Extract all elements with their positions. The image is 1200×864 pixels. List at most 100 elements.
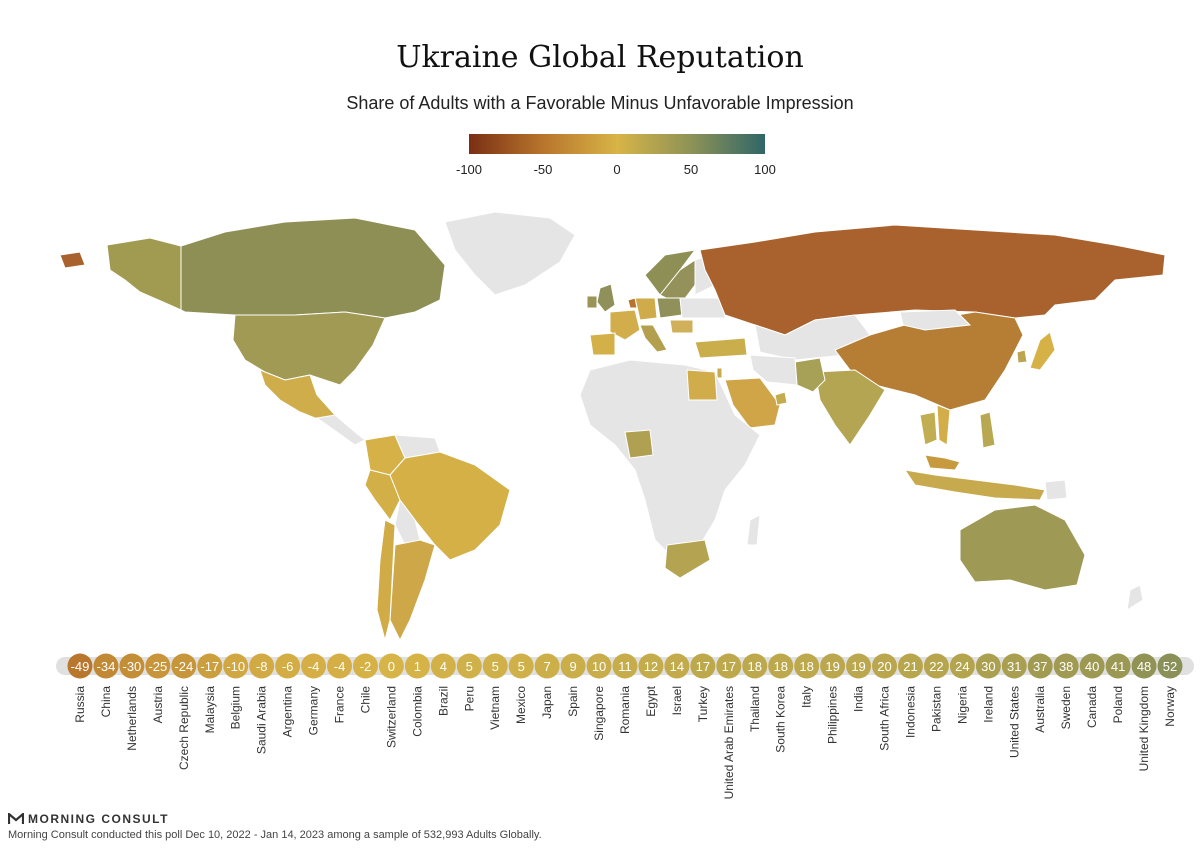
score-value-label: -25 — [148, 659, 167, 674]
country-papua — [1044, 479, 1068, 501]
score-bubble — [742, 653, 768, 679]
country-label: Singapore — [592, 686, 606, 741]
country-label: Israel — [670, 686, 684, 715]
country-label: Canada — [1085, 686, 1099, 728]
score-value-label: 5 — [466, 659, 473, 674]
country-label: Ireland — [981, 686, 995, 723]
score-value-label: 40 — [1085, 659, 1099, 674]
score-bubble — [1105, 653, 1131, 679]
score-bubble — [612, 653, 638, 679]
score-value-label: -30 — [123, 659, 142, 674]
score-value-label: 10 — [592, 659, 606, 674]
score-bubble — [508, 653, 534, 679]
country-label: Turkey — [696, 686, 710, 722]
country-south-africa — [664, 539, 711, 579]
country-label: Belgium — [229, 686, 243, 729]
country-label: Mexico — [514, 686, 528, 724]
legend-tick-label: 50 — [684, 162, 698, 177]
country-canada — [180, 217, 446, 319]
score-value-label: -10 — [226, 659, 245, 674]
morning-consult-logo-icon — [8, 813, 24, 824]
country-japan — [1029, 331, 1056, 371]
world-map — [59, 211, 1166, 642]
score-value-label: -24 — [174, 659, 193, 674]
score-bubble — [846, 653, 872, 679]
score-value-label: 11 — [618, 659, 632, 674]
country-mongolia — [899, 309, 972, 331]
score-value-label: 21 — [903, 659, 917, 674]
country-australia — [959, 504, 1086, 591]
country-label: Brazil — [436, 686, 450, 716]
score-value-label: -4 — [308, 659, 320, 674]
score-bubble — [378, 653, 404, 679]
country-egypt — [686, 369, 718, 401]
score-value-label: 24 — [955, 659, 969, 674]
score-value-label: -34 — [97, 659, 116, 674]
score-value-label: 37 — [1033, 659, 1047, 674]
country-label: Norway — [1163, 686, 1177, 727]
score-value-label: 52 — [1163, 659, 1177, 674]
country-spain — [589, 332, 616, 356]
legend-tick-label: 0 — [613, 162, 620, 177]
country-label: Sweden — [1059, 686, 1073, 729]
country-label: Italy — [800, 686, 814, 708]
score-bubble — [1001, 653, 1027, 679]
score-value-label: 19 — [825, 659, 839, 674]
score-value-label: 18 — [748, 659, 762, 674]
country-label: Spain — [566, 686, 580, 717]
score-bubble — [223, 653, 249, 679]
country-france — [609, 309, 641, 341]
score-bubble — [897, 653, 923, 679]
country-vietnam — [936, 404, 951, 446]
score-value-label: -6 — [282, 659, 294, 674]
country-india — [814, 369, 886, 446]
country-greenland — [444, 211, 576, 296]
color-legend: -100 -50 0 50 100 — [456, 134, 776, 177]
country-central-america — [315, 414, 366, 446]
country-africa-no-data — [579, 359, 761, 561]
country-iran — [749, 354, 798, 386]
score-value-label: 4 — [440, 659, 447, 674]
country-label: Vietnam — [488, 686, 502, 730]
country-label: Czech Republic — [177, 686, 191, 770]
country-label: Chile — [358, 686, 372, 714]
country-label: Romania — [618, 686, 632, 734]
legend-tick-label: 100 — [754, 162, 776, 177]
score-bubble — [145, 653, 171, 679]
score-bubble — [275, 653, 301, 679]
legend-gradient-bar — [469, 134, 765, 154]
score-value-label: 18 — [773, 659, 787, 674]
country-russia-west-tip — [59, 251, 86, 269]
score-bubble — [1027, 653, 1053, 679]
country-ukraine — [679, 297, 726, 319]
country-romania — [669, 319, 694, 334]
country-label: Germany — [307, 686, 321, 735]
score-bubble — [119, 653, 145, 679]
score-bubble — [560, 653, 586, 679]
country-label: South Africa — [878, 686, 892, 751]
legend-tick-label: -50 — [534, 162, 553, 177]
score-bubble — [404, 653, 430, 679]
country-chile — [376, 519, 396, 642]
score-bubble — [794, 653, 820, 679]
country-philippines — [979, 411, 996, 449]
score-bubble — [197, 653, 223, 679]
score-value-label: 38 — [1059, 659, 1073, 674]
score-value-label: -8 — [256, 659, 268, 674]
score-bubble — [586, 653, 612, 679]
country-united-states — [232, 311, 386, 386]
score-value-label: 7 — [544, 659, 551, 674]
score-bubble — [456, 653, 482, 679]
score-value-label: -4 — [334, 659, 346, 674]
country-label: Australia — [1033, 686, 1047, 733]
country-israel — [716, 367, 723, 379]
score-value-label: 12 — [644, 659, 658, 674]
score-bubble — [690, 653, 716, 679]
score-value-label: 22 — [929, 659, 943, 674]
score-bubble — [1053, 653, 1079, 679]
country-label: Russia — [73, 686, 87, 723]
score-bubble — [93, 653, 119, 679]
score-value-label: 48 — [1137, 659, 1151, 674]
score-bubble — [67, 653, 93, 679]
score-bubble — [820, 653, 846, 679]
